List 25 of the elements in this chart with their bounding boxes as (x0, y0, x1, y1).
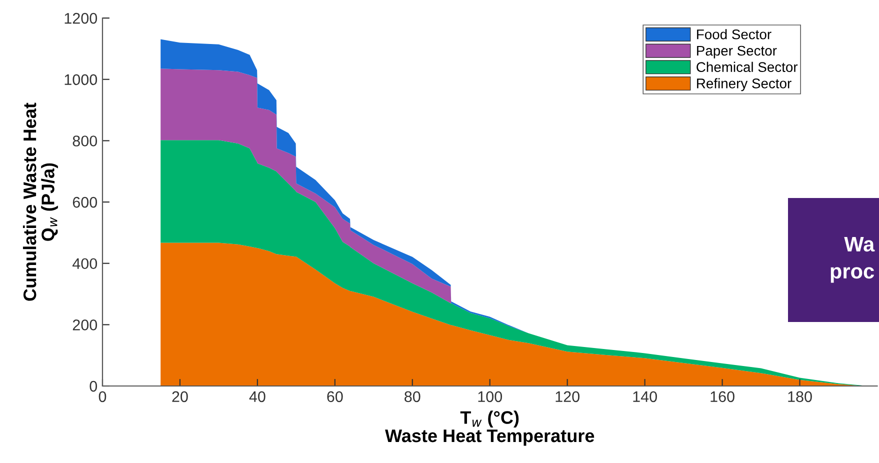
y-axis-title: Cumulative Waste Heat Q$_{w}$ (PJ/a) (22, 102, 58, 301)
y-tick-label: 200 (72, 320, 98, 330)
x-tick-label: 0 (98, 391, 106, 402)
x-tick-label: 20 (172, 391, 188, 402)
legend-label: Food Sector (697, 29, 772, 40)
legend-label: Paper Sector (697, 46, 777, 58)
y-tick-label: 600 (72, 196, 98, 208)
annotation: Wa (844, 237, 875, 252)
x-axis-title: T$_{w}$ (°C) Waste Heat Temperature (385, 410, 594, 446)
y-tick-label: 400 (72, 258, 98, 270)
x-tick-label: 80 (404, 391, 420, 402)
y-tick-label: 0 (90, 380, 98, 392)
x-tick-label: 60 (327, 391, 343, 402)
annotation: proc (830, 267, 874, 283)
legend-label: Refinery Sector (697, 78, 792, 92)
x-tick-label: 160 (710, 391, 734, 402)
y-tick-label: 1200 (64, 12, 98, 24)
y-tick-label: 800 (72, 136, 98, 146)
x-tick-label: 180 (788, 391, 812, 402)
x-tick-label: 40 (249, 391, 266, 402)
x-tick-label: 120 (556, 391, 580, 402)
x-tick-label: 140 (633, 391, 657, 402)
y-tick-label: 1000 (64, 74, 98, 86)
legend-label: Chemical Sector (696, 62, 798, 72)
x-tick-label: 100 (478, 391, 502, 402)
